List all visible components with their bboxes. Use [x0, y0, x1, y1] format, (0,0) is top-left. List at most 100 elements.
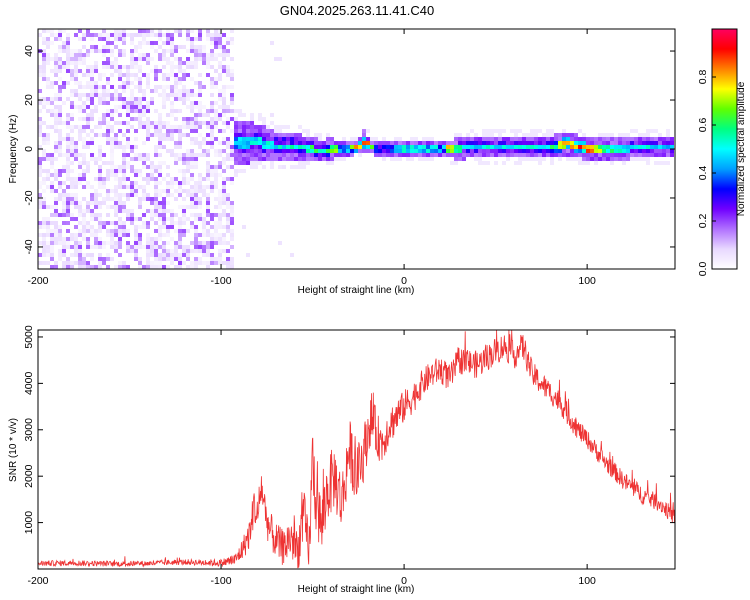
heatmap-cell [318, 133, 322, 137]
heatmap-cell [250, 113, 254, 117]
heatmap-cell [306, 149, 310, 153]
heatmap-cell [70, 57, 74, 61]
heatmap-cell [410, 157, 414, 161]
heatmap-cell [86, 165, 90, 169]
heatmap-cell [178, 97, 182, 101]
heatmap-cell [194, 125, 198, 129]
heatmap-cell [78, 241, 82, 245]
heatmap-cell [362, 137, 366, 141]
heatmap-cell [82, 61, 86, 65]
heatmap-cell [38, 109, 42, 113]
heatmap-cell [222, 197, 226, 201]
heatmap-cell [234, 141, 238, 145]
heatmap-cell [166, 137, 170, 141]
heatmap-cell [146, 129, 150, 133]
heatmap-cell [458, 157, 462, 161]
heatmap-cell [494, 161, 498, 165]
heatmap-cell [170, 89, 174, 93]
heatmap-cell [230, 265, 234, 269]
heatmap-cell [106, 45, 110, 49]
colorbar-label: Normalized spectral amplitude [736, 81, 747, 216]
heatmap-cell [282, 149, 286, 153]
heatmap-cell [70, 161, 74, 165]
heatmap-cell [578, 153, 582, 157]
heatmap-cell [418, 153, 422, 157]
heatmap-cell [246, 149, 250, 153]
heatmap-cell [382, 145, 386, 149]
heatmap-cell [118, 229, 122, 233]
heatmap-cell [642, 145, 646, 149]
heatmap-cell [150, 209, 154, 213]
heatmap-cell [310, 145, 314, 149]
heatmap-cell [42, 41, 46, 45]
heatmap-cell [210, 145, 214, 149]
heatmap-cell [450, 161, 454, 165]
heatmap-cell [454, 157, 458, 161]
heatmap-cell [98, 85, 102, 89]
heatmap-cell [626, 141, 630, 145]
heatmap-cell [90, 253, 94, 257]
heatmap-cell [54, 33, 58, 37]
heatmap-cell [594, 145, 598, 149]
heatmap-cell [250, 117, 254, 121]
heatmap-cell [102, 49, 106, 53]
heatmap-cell [442, 153, 446, 157]
heatmap-cell [134, 73, 138, 77]
heatmap-cell [138, 241, 142, 245]
heatmap-cell [42, 157, 46, 161]
heatmap-cell [254, 149, 258, 153]
heatmap-cell [574, 157, 578, 161]
heatmap-cell [134, 253, 138, 257]
heatmap-cell [74, 197, 78, 201]
heatmap-cell [94, 125, 98, 129]
heatmap-cell [286, 153, 290, 157]
heatmap-cell [130, 125, 134, 129]
heatmap-cell [110, 233, 114, 237]
heatmap-cell [210, 93, 214, 97]
heatmap-cell [70, 117, 74, 121]
heatmap-cell [74, 61, 78, 65]
heatmap-cell [202, 137, 206, 141]
heatmap-cell [186, 149, 190, 153]
heatmap-cell [126, 197, 130, 201]
heatmap-cell [90, 213, 94, 217]
heatmap-cell [130, 65, 134, 69]
heatmap-cell [150, 173, 154, 177]
heatmap-cell [130, 149, 134, 153]
heatmap-cell [178, 69, 182, 73]
heatmap-cell [378, 153, 382, 157]
heatmap-cell [374, 141, 378, 145]
heatmap-cell [106, 161, 110, 165]
heatmap-cell [158, 133, 162, 137]
heatmap-cell [66, 61, 70, 65]
heatmap-cell [482, 141, 486, 145]
heatmap-cell [198, 113, 202, 117]
heatmap-cell [574, 149, 578, 153]
heatmap-cell [546, 129, 550, 133]
heatmap-cell [170, 181, 174, 185]
heatmap-cell [106, 193, 110, 197]
heatmap-cell [70, 53, 74, 57]
heatmap-cell [118, 165, 122, 169]
heatmap-cell [198, 257, 202, 261]
heatmap-cell [66, 173, 70, 177]
heatmap-cell [614, 137, 618, 141]
heatmap-cell [222, 181, 226, 185]
heatmap-cell [114, 229, 118, 233]
heatmap-cell [58, 69, 62, 73]
heatmap-cell [218, 37, 222, 41]
heatmap-cell [310, 157, 314, 161]
heatmap-cell [94, 61, 98, 65]
heatmap-cell [614, 149, 618, 153]
heatmap-cell [122, 261, 126, 265]
heatmap-cell [622, 137, 626, 141]
heatmap-cell [182, 61, 186, 65]
heatmap-cell [462, 141, 466, 145]
heatmap-cell [166, 217, 170, 221]
heatmap-cell [98, 93, 102, 97]
heatmap-cell [98, 181, 102, 185]
heatmap-cell [174, 213, 178, 217]
heatmap-cell [166, 209, 170, 213]
heatmap-cell [190, 77, 194, 81]
heatmap-cell [74, 193, 78, 197]
